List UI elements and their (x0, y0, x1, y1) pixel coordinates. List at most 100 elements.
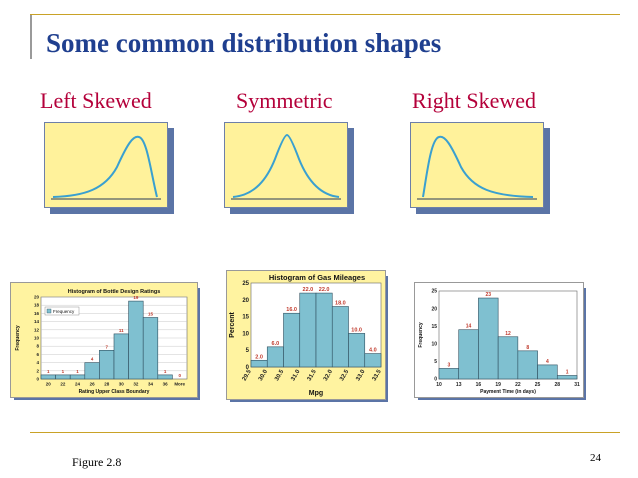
x-tick-label: 16 (476, 382, 482, 388)
bottle-ratings-histogram-panel: 0 2 4 6 8 10 12 14 16 18 20 1 1 1 4 7 11 19 15 1 0 20 22 24 26 28… (10, 282, 198, 398)
label-symmetric: Symmetric (236, 88, 333, 113)
right-skewed-curve (417, 135, 537, 200)
y-tick-label: 10 (242, 331, 249, 337)
right-skewed-panel (410, 122, 544, 208)
y-tick-label: 16 (34, 311, 40, 316)
gas-mileage-histogram: 0 5 10 15 20 25 2.0 6.0 16.0 22.0 22.0 18.0 10.0 4.0 2… (229, 273, 383, 397)
histogram-bar (478, 297, 499, 380)
y-axis-label: Percent (229, 311, 236, 337)
x-tick-label: 10 (436, 382, 442, 388)
bar-value-label: 1 (164, 369, 167, 374)
histogram-bar (364, 353, 382, 368)
x-axis-label: Payment Time (in days) (480, 389, 536, 395)
x-tick-label: 13 (456, 382, 462, 388)
y-axis-label: Frequency (418, 322, 424, 348)
x-tick-label: 30.0 (258, 368, 269, 382)
bar-value-label: 1 (566, 369, 569, 375)
label-right-skewed: Right Skewed (412, 88, 537, 113)
y-tick-label: 14 (34, 319, 40, 324)
bar-value-label: 15 (148, 312, 154, 317)
y-tick-label: 12 (34, 327, 40, 332)
chart-title: Histogram of Bottle Design Ratings (68, 289, 161, 295)
label-left-skewed: Left Skewed (40, 88, 152, 113)
y-tick-label: 0 (246, 365, 250, 371)
x-tick-label: 29.5 (242, 368, 253, 382)
symmetric-curve (231, 133, 341, 200)
histogram-bar (142, 317, 159, 380)
histogram-bar (157, 374, 173, 380)
histogram-bar (497, 336, 519, 380)
bar-value-label: 0 (178, 373, 181, 378)
x-tick-label: 32.0 (323, 368, 334, 382)
histogram-bar (84, 362, 100, 380)
x-tick-label: 30.5 (274, 368, 285, 382)
bar-value-label: 8 (526, 345, 529, 351)
x-tick-label: 20 (46, 382, 52, 387)
bar-value-label: 14 (466, 324, 472, 330)
x-tick-label: 31.5 (307, 368, 318, 382)
y-tick-label: 0 (434, 377, 437, 383)
bar-value-label: 4.0 (369, 348, 377, 354)
histogram-bar (438, 368, 460, 380)
y-tick-label: 5 (246, 348, 250, 354)
x-tick-label: More (174, 382, 185, 387)
y-tick-label: 8 (36, 344, 39, 349)
slide-title: Some common distribution shapes (46, 28, 442, 58)
y-tick-label: 6 (36, 352, 39, 357)
bar-value-label: 4 (546, 359, 549, 365)
histogram-bar (113, 333, 129, 380)
slide-accent-bottom-line (30, 432, 620, 433)
x-tick-label: 28 (104, 382, 110, 387)
bar-value-label: 6.0 (272, 341, 280, 347)
bar-value-label: 16.0 (286, 307, 297, 313)
x-axis-label: Rating Upper Class Boundary (79, 389, 150, 395)
y-axis-label: Frequency (15, 325, 21, 351)
y-tick-label: 20 (242, 298, 249, 304)
y-tick-label: 15 (431, 324, 437, 330)
x-tick-label: 32.5 (339, 368, 350, 382)
x-axis-label: Mpg (309, 390, 323, 397)
histogram-bar (283, 312, 301, 368)
bar-value-label: 10.0 (351, 327, 362, 333)
slide-accent-vertical-line (30, 14, 32, 59)
bar-value-label: 19 (133, 295, 139, 300)
x-tick-label: 25 (535, 382, 541, 388)
y-tick-label: 18 (34, 303, 40, 308)
payment-time-histogram-panel: 0 5 10 15 20 25 3 14 23 12 8 4 1 10 13 16 19 22 25 28 31 Paym… (414, 282, 584, 398)
left-skewed-panel (44, 122, 168, 208)
x-tick-label: 34 (148, 382, 154, 387)
legend-swatch (46, 308, 52, 314)
bar-value-label: 23 (486, 292, 492, 298)
bar-value-label: 22.0 (319, 287, 330, 293)
histogram-bar (537, 364, 558, 380)
x-tick-label: 31 (574, 382, 580, 388)
x-tick-label: 36 (163, 382, 169, 387)
symmetric-panel (224, 122, 348, 208)
histogram-bar (99, 350, 115, 380)
histogram-bar (299, 292, 317, 368)
histogram-bar (40, 374, 56, 380)
x-tick-label: 19 (495, 382, 501, 388)
histogram-bar (55, 374, 71, 380)
histogram-bar (315, 292, 333, 368)
y-tick-label: 10 (431, 341, 437, 347)
y-tick-label: 25 (431, 289, 437, 295)
y-tick-label: 0 (36, 377, 39, 382)
x-tick-label: 24 (75, 382, 81, 387)
y-tick-label: 4 (36, 360, 39, 365)
bar-value-label: 1 (76, 369, 79, 374)
x-tick-label: 33.0 (355, 368, 366, 382)
histogram-bar (250, 359, 268, 368)
x-tick-label: 33.5 (372, 368, 383, 382)
histogram-bar (556, 375, 578, 380)
x-tick-label: 26 (90, 382, 96, 387)
bar-value-label: 1 (62, 369, 65, 374)
chart-title: Histogram of Gas Mileages (269, 273, 365, 282)
bar-value-label: 3 (447, 362, 450, 368)
gas-mileage-histogram-panel: 0 5 10 15 20 25 2.0 6.0 16.0 22.0 22.0 18.0 10.0 4.0 2… (226, 270, 386, 400)
histogram-bar (266, 346, 284, 368)
y-tick-label: 25 (242, 281, 249, 287)
histogram-bar (348, 333, 366, 368)
page-number: 24 (590, 452, 601, 464)
